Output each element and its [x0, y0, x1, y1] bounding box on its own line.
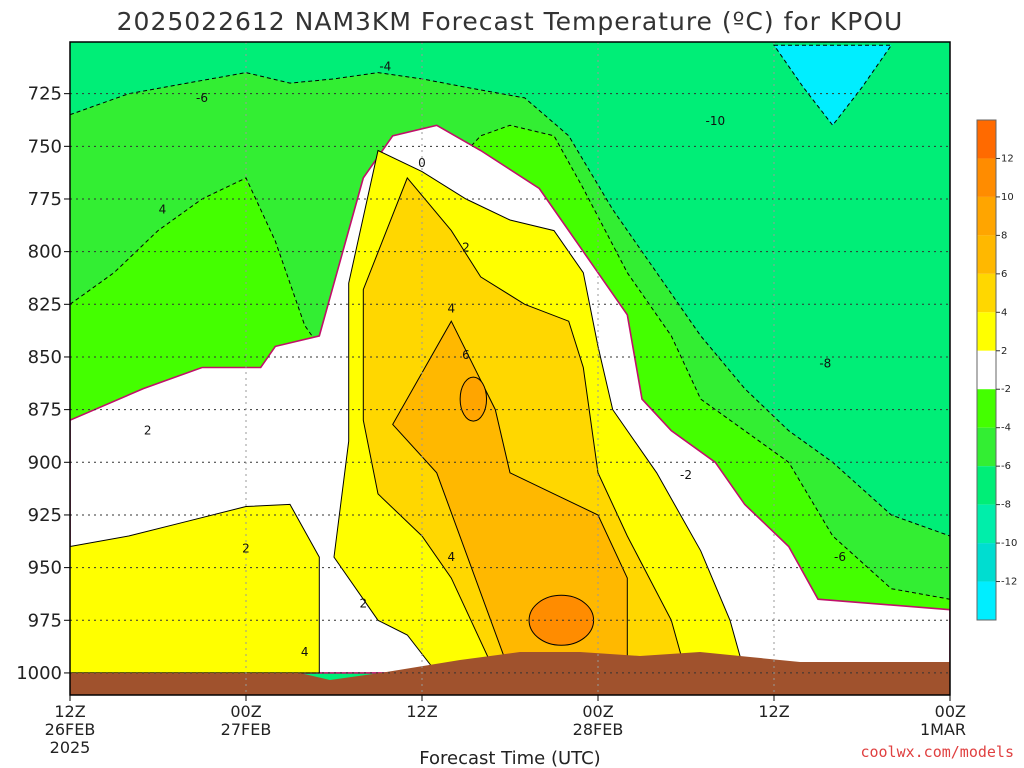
colorbar-swatch: [977, 196, 996, 236]
x-tick-label: 00Z: [230, 702, 261, 721]
contour-label: 0: [418, 156, 426, 170]
contour-label: -6: [196, 91, 208, 105]
credit-text: coolwx.com/models: [860, 743, 1014, 761]
y-tick-label: 1000: [16, 663, 62, 684]
contour-label: -10: [706, 114, 726, 128]
colorbar-label: 12: [1001, 153, 1014, 164]
colorbar-label: 4: [1001, 307, 1007, 318]
colorbar-swatch: [977, 120, 996, 159]
y-tick-label: 900: [28, 452, 62, 473]
colorbar-label: -6: [1001, 461, 1011, 472]
x-tick-label: 1MAR: [920, 720, 966, 739]
x-tick-label: 2025: [50, 738, 91, 757]
contour-label: -4: [379, 59, 391, 73]
contour-label: 4: [301, 645, 309, 659]
colorbar-swatch: [977, 235, 996, 274]
contour-label: 4: [448, 302, 456, 316]
y-tick-label: 825: [28, 294, 62, 315]
colorbar: 12 10 8 6 4 2 -2 -4 -6 -8 -10 -12: [976, 119, 1017, 621]
colorbar-label: -12: [1001, 577, 1017, 588]
y-tick-label: 925: [28, 505, 62, 526]
contour-label: 4: [448, 550, 456, 564]
y-tick-label: 725: [28, 84, 62, 105]
contour-label: 2: [144, 424, 152, 438]
y-tick-label: 975: [28, 610, 62, 631]
x-tick-label: 12Z: [406, 702, 437, 721]
contour-label: 2: [360, 596, 368, 610]
cold-core: [773, 44, 893, 127]
x-tick-label: 27FEB: [221, 720, 272, 739]
x-tick-label: 00Z: [582, 702, 613, 721]
y-tick-label: 850: [28, 347, 62, 368]
y-axis-ticks: 725 750 775 800 825 850 875 900 925 950 975 1000: [16, 84, 70, 684]
contour-label: -6: [834, 550, 846, 564]
terrain-ground: [70, 652, 950, 695]
y-tick-label: 800: [28, 242, 62, 263]
colorbar-label: 8: [1001, 230, 1007, 241]
colorbar-swatch: [977, 312, 996, 351]
y-tick-label: 950: [28, 558, 62, 579]
colorbar-swatch: [977, 273, 996, 313]
colorbar-swatch: [977, 504, 996, 544]
colorbar-label: 2: [1001, 346, 1007, 357]
plot-frame: [69, 41, 951, 696]
colorbar-label: -10: [1001, 538, 1017, 549]
y-tick-label: 875: [28, 400, 62, 421]
contour-label: 6: [462, 348, 470, 362]
x-tick-label: 12Z: [758, 702, 789, 721]
temperature-fills: [70, 44, 950, 674]
grid-lines: [69, 42, 951, 695]
colorbar-label: 6: [1001, 269, 1007, 280]
colorbar-frame: [976, 119, 997, 621]
y-tick-label: 775: [28, 189, 62, 210]
x-axis-label: Forecast Time (UTC): [419, 748, 600, 768]
colorbar-label: -2: [1001, 384, 1011, 395]
colorbar-label: -4: [1001, 423, 1011, 434]
colorbar-label: -8: [1001, 500, 1011, 511]
x-tick-label: 00Z: [935, 702, 966, 721]
contour-label: -8: [819, 356, 831, 370]
colorbar-swatch: [977, 581, 996, 620]
colorbar-swatch: [977, 543, 996, 582]
contour-label: 2: [242, 542, 250, 556]
contour-label: 4: [159, 203, 167, 217]
colorbar-label: 10: [1001, 192, 1014, 203]
colorbar-swatch: [977, 466, 996, 505]
contour-label: -2: [680, 468, 692, 482]
colorbar-swatch: [977, 158, 996, 197]
contour-labels: -4 -6 -10 0 4 2 4 -8 6 2 -2 2 -6 4 2 4: [144, 59, 846, 659]
contour-label: 2: [462, 240, 470, 254]
colorbar-swatch: [977, 350, 996, 390]
warm-core-1: [459, 376, 488, 422]
x-tick-label: 28FEB: [573, 720, 624, 739]
x-tick-label: 26FEB: [45, 720, 96, 739]
x-tick-label: 12Z: [54, 702, 85, 721]
colorbar-swatch: [977, 427, 996, 467]
plot-area: [70, 42, 950, 695]
colorbar-swatch: [977, 389, 996, 428]
temperature-region-2b: [70, 503, 320, 674]
y-tick-label: 750: [28, 136, 62, 157]
chart-title: 2025022612 NAM3KM Forecast Temperature (…: [117, 7, 904, 36]
